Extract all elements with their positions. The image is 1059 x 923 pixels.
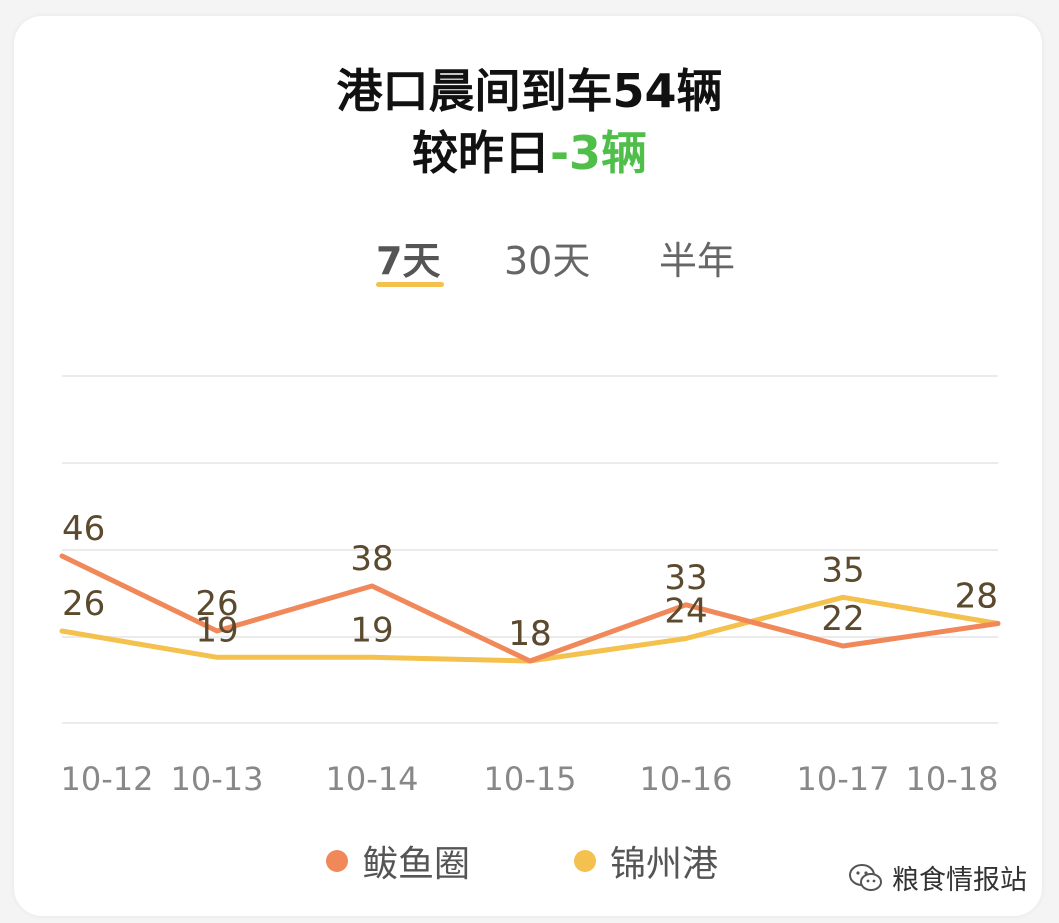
data-label-bayuquan: 18	[508, 614, 551, 654]
legend-label-bayuquan: 鲅鱼圈	[362, 844, 471, 885]
x-tick-label: 10-14	[326, 760, 419, 798]
x-tick-label: 10-12	[61, 760, 154, 798]
legend-dot-jinzhougang	[574, 850, 596, 872]
x-tick-label: 10-13	[171, 760, 264, 798]
data-label-jinzhougang: 19	[195, 610, 238, 650]
data-label-bayuquan: 28	[955, 577, 998, 617]
tab-7-days[interactable]: 7天	[376, 239, 441, 283]
chart-card	[14, 16, 1042, 916]
data-label-jinzhougang: 24	[664, 592, 707, 632]
legend-item-jinzhougang[interactable]: 锦州港	[574, 835, 718, 887]
page-title: 港口晨间到车54辆 较昨日-3辆	[0, 60, 1059, 184]
data-label-bayuquan: 26	[195, 584, 238, 624]
chart-legend: 鲅鱼圈 锦州港	[0, 835, 1059, 885]
data-label-bayuquan: 33	[664, 558, 707, 598]
title-comparison-label: 较昨日	[411, 126, 550, 180]
legend-label-jinzhougang: 锦州港	[610, 844, 719, 885]
title-line-2: 较昨日-3辆	[0, 122, 1059, 184]
data-label-jinzhougang: 28	[955, 577, 998, 617]
wechat-icon	[849, 863, 882, 891]
watermark-text: 粮食情报站	[892, 865, 1027, 896]
data-label-bayuquan: 38	[350, 539, 393, 579]
data-label-bayuquan: 46	[62, 509, 105, 549]
legend-item-bayuquan[interactable]: 鲅鱼圈	[326, 835, 470, 887]
data-label-jinzhougang: 26	[62, 584, 105, 624]
title-line-1: 港口晨间到车54辆	[336, 64, 723, 118]
x-tick-label: 10-17	[797, 760, 890, 798]
data-label-bayuquan: 22	[821, 599, 864, 639]
watermark: 粮食情报站	[848, 858, 1027, 897]
x-tick-label: 10-16	[640, 760, 733, 798]
tab-30-days[interactable]: 30天	[504, 239, 591, 283]
x-tick-label: 10-18	[906, 760, 999, 798]
legend-dot-bayuquan	[326, 850, 348, 872]
data-label-jinzhougang: 35	[821, 550, 864, 590]
tab-half-year[interactable]: 半年	[659, 239, 736, 283]
range-tabs: 7天 30天 半年	[0, 230, 1059, 290]
data-label-jinzhougang: 18	[508, 614, 551, 654]
series-line-bayuquan	[59, 553, 1001, 664]
active-tab-indicator	[376, 282, 444, 287]
title-delta-value: -3辆	[549, 126, 648, 180]
data-label-jinzhougang: 19	[350, 610, 393, 650]
x-tick-label: 10-15	[484, 760, 577, 798]
